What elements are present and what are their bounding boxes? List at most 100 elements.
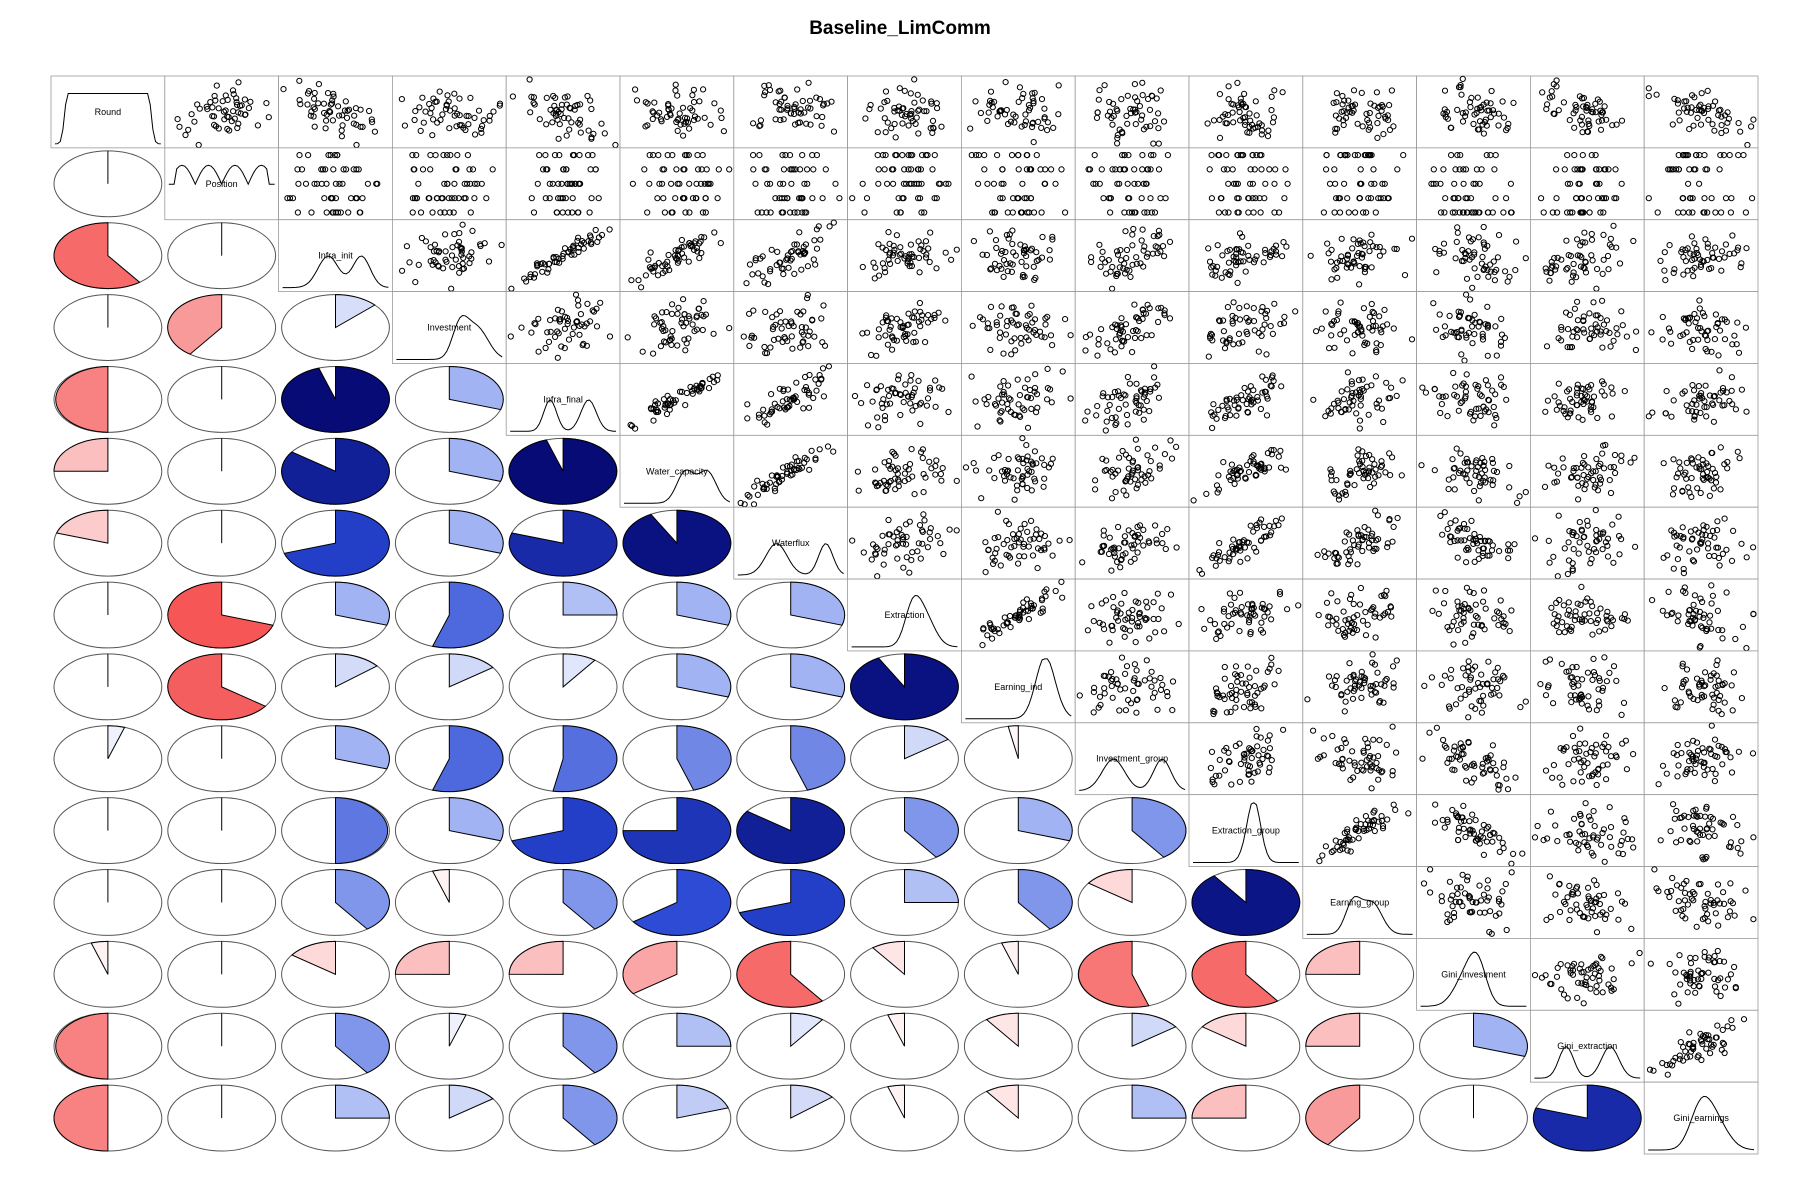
scatter-point: [1654, 209, 1661, 216]
scatter-point: [338, 133, 345, 140]
scatter-points-Round-Water_capacity: [632, 81, 728, 139]
scatter-point: [584, 92, 591, 100]
scatter-point: [1365, 126, 1372, 133]
scatter-point: [686, 180, 693, 187]
scatter-point: [586, 209, 593, 216]
scatter-point: [1560, 99, 1568, 106]
scatter-point: [1144, 209, 1151, 216]
scatter-points-Round-Extraction: [862, 76, 945, 141]
scatter-point: [411, 116, 418, 124]
scatter-point: [1246, 123, 1253, 130]
scatter-point: [881, 115, 888, 122]
scatter-point: [332, 180, 339, 187]
scatter-point: [811, 237, 818, 244]
scatter-point: [441, 180, 448, 187]
scatter-point: [1430, 180, 1437, 187]
scatter-points-Position-Investment: [409, 152, 496, 216]
scatter-point: [1029, 123, 1036, 131]
scatter-point: [412, 279, 419, 286]
scatter-point: [1358, 89, 1365, 97]
scatter-point: [294, 166, 301, 173]
scatter-point: [1384, 195, 1391, 202]
scatter-point: [648, 265, 655, 272]
scatter-point: [1367, 100, 1374, 107]
scatter-point: [914, 166, 922, 173]
scatter-point: [247, 98, 254, 105]
scatter-point: [543, 121, 550, 128]
scatter-point: [213, 82, 220, 89]
scatter-point: [899, 195, 906, 202]
scatter-point: [673, 166, 680, 173]
scatter-point: [451, 231, 458, 238]
scatter-point: [1008, 152, 1016, 159]
scatter-point: [322, 166, 329, 173]
scatter-point: [328, 100, 336, 107]
scatter-point: [889, 252, 897, 259]
scatter-point: [1342, 114, 1350, 122]
scatter-point: [662, 261, 669, 268]
scatter-point: [1009, 240, 1016, 248]
scatter-point: [1055, 82, 1062, 89]
scatter-point: [451, 195, 458, 202]
scatter-points-Position-Extraction_group: [1206, 152, 1291, 216]
scatter-point: [1457, 152, 1464, 159]
scatter-point: [534, 180, 541, 187]
scatter-cell-Infra_final-Water_capacity: [619, 363, 735, 436]
scatter-point: [1048, 166, 1055, 173]
scatter-point: [1234, 195, 1241, 202]
scatter-point: [1127, 105, 1134, 112]
scatter-point: [1210, 263, 1217, 270]
scatter-point: [1137, 260, 1144, 267]
scatter-point: [1058, 166, 1065, 173]
scatter-point: [1380, 248, 1387, 255]
scatter-point: [1262, 250, 1269, 257]
scatter-point: [254, 122, 261, 129]
scatter-point: [234, 124, 241, 132]
scatter-point: [1472, 209, 1479, 216]
scatter-point: [826, 223, 833, 230]
scatter-point: [720, 128, 728, 135]
scatter-point: [1029, 95, 1036, 102]
scatter-point: [885, 229, 892, 236]
scatter-point: [677, 121, 684, 128]
pie-slice-Infra_init-Round: [53, 222, 141, 290]
scatter-point: [781, 94, 788, 101]
scatter-point: [667, 112, 674, 119]
scatter-point: [816, 96, 824, 103]
scatter-point: [1023, 195, 1030, 202]
scatter-point: [1725, 115, 1733, 122]
scatter-point: [1225, 259, 1233, 266]
scatter-point: [1131, 81, 1139, 88]
scatter-point: [1742, 209, 1750, 216]
scatter-point: [552, 94, 559, 102]
scatter-point: [780, 166, 788, 173]
scatter-point: [915, 195, 922, 202]
scatter-point: [1138, 116, 1145, 123]
scatter-point: [762, 89, 769, 96]
scatter-point: [1018, 258, 1025, 265]
scatter-point: [646, 264, 654, 271]
scatter-point: [893, 209, 900, 216]
scatter-point: [1343, 264, 1350, 271]
pie-slice-Water_capacity-Round: [53, 437, 109, 472]
scatter-point: [1258, 131, 1265, 138]
scatter-point: [1357, 166, 1364, 173]
scatter-point: [422, 238, 429, 245]
scatter-point: [1681, 98, 1688, 105]
scatter-points-Position-Extraction: [849, 152, 952, 216]
scatter-point: [683, 152, 690, 159]
scatter-point: [773, 262, 780, 269]
scatter-point: [1272, 248, 1280, 255]
scatter-point: [797, 106, 804, 113]
scatter-point: [572, 180, 579, 187]
scatter-point: [1492, 195, 1499, 202]
chart-title: Baseline_LimComm: [809, 18, 991, 39]
scatter-point: [527, 273, 534, 281]
scatter-cell-Position-Waterflux: [733, 147, 848, 221]
scatter-point: [749, 271, 756, 278]
scatter-point: [353, 166, 360, 173]
scatter-point: [215, 105, 222, 112]
scatter-point: [750, 152, 757, 159]
scatter-point: [797, 166, 804, 173]
scatter-point: [1225, 83, 1232, 90]
